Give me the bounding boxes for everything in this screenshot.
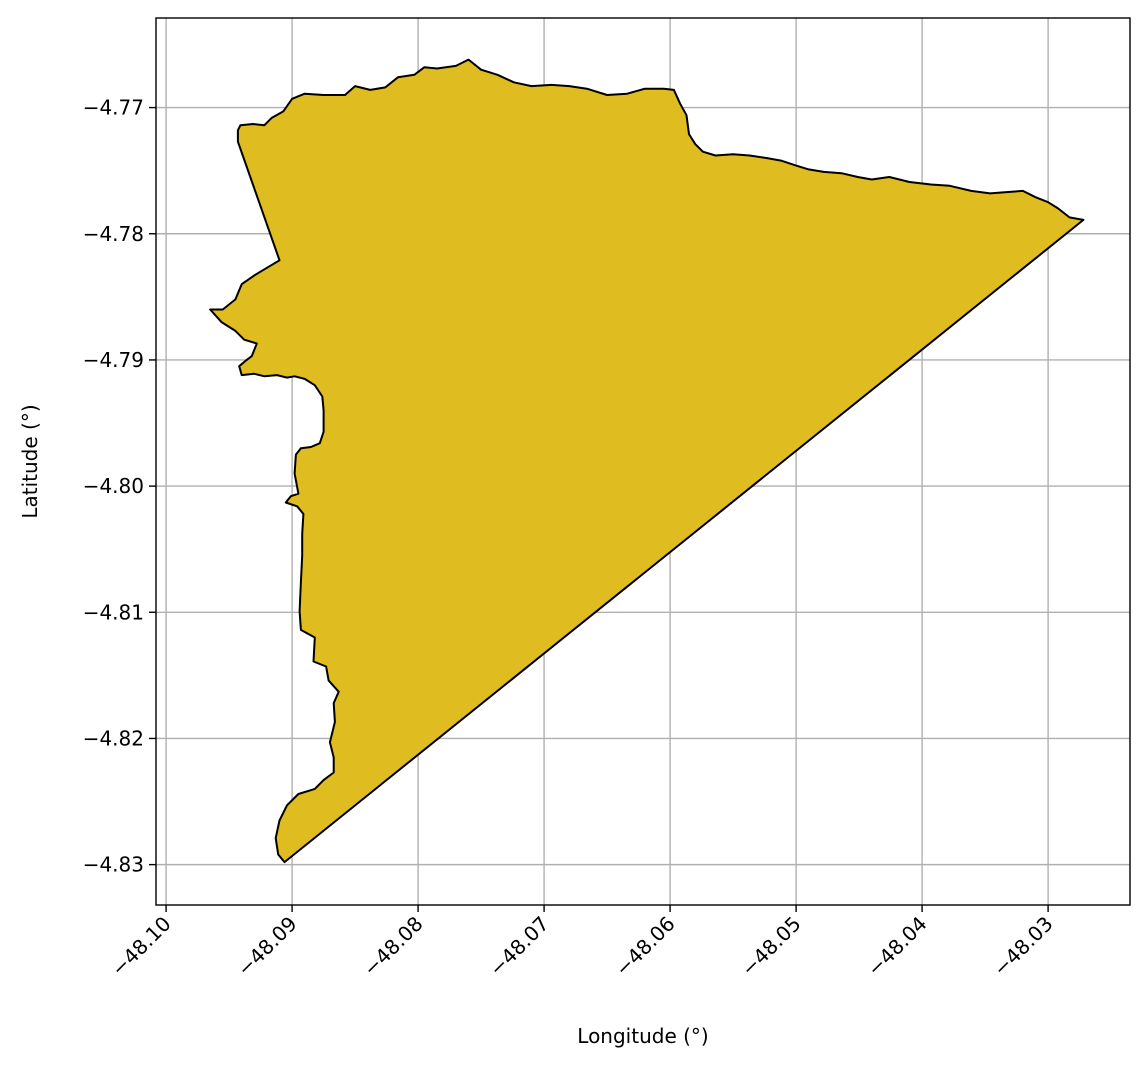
y-tick-label: −4.83	[83, 853, 144, 877]
x-tick-label: −48.07	[484, 912, 553, 981]
x-tick-label: −48.05	[736, 912, 805, 981]
x-tick-label: −48.06	[610, 912, 679, 981]
x-tick-label: −48.03	[988, 912, 1057, 981]
region-polygon-layer	[209, 58, 1085, 864]
y-tick-label: −4.81	[83, 600, 144, 624]
region-polygon	[209, 58, 1085, 864]
y-tick-label: −4.80	[83, 474, 144, 498]
x-tick-label: −48.10	[106, 912, 175, 981]
x-tick-label: −48.09	[232, 912, 301, 981]
y-tick-label: −4.79	[83, 348, 144, 372]
y-tick-label: −4.77	[83, 96, 144, 120]
y-axis-label: Latitude (°)	[18, 404, 42, 518]
x-axis-label: Longitude (°)	[577, 1024, 708, 1048]
plot-frame	[155, 17, 1131, 906]
y-tick-label: −4.82	[83, 726, 144, 750]
y-tick-label: −4.78	[83, 222, 144, 246]
x-tick-label: −48.04	[862, 912, 931, 981]
x-tick-label: −48.08	[358, 912, 427, 981]
